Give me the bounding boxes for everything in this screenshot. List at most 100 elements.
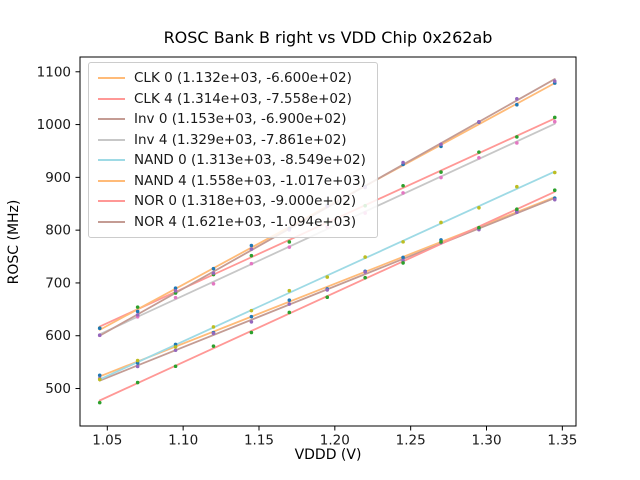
data-point-nand-0: [211, 325, 216, 329]
y-tick-label: 800: [45, 223, 71, 239]
data-point-nor-0: [135, 380, 140, 385]
data-point-nor-0: [249, 330, 254, 335]
legend-line-swatch: [98, 220, 125, 223]
legend-item-nor-4: NOR 4 (1.621e+03, -1.094e+03): [98, 212, 368, 233]
data-point-nor-0: [401, 261, 405, 265]
data-point-nand-0: [363, 255, 367, 259]
legend-line-swatch: [98, 118, 125, 121]
data-point-nor-4: [552, 79, 557, 83]
data-point-nor-4: [249, 247, 254, 251]
axes-spines: [79, 56, 577, 427]
x-tick-label: 1.25: [396, 433, 426, 449]
legend-label: NOR 0 (1.318e+03, -9.000e+02): [134, 193, 357, 210]
data-point-nor-0: [173, 364, 178, 369]
x-tick-label: 1.35: [547, 433, 577, 449]
data-point-nor-4: [211, 271, 216, 275]
x-axis-label: VDDD (V): [294, 447, 362, 463]
data-point-inv-0: [211, 331, 216, 336]
data-point-clk-4: [287, 240, 292, 244]
data-point-clk-0: [249, 314, 254, 319]
legend-line-swatch: [98, 97, 125, 100]
legend-item-nor-0: NOR 0 (1.318e+03, -9.000e+02): [98, 191, 368, 212]
data-point-nand-4: [249, 243, 254, 248]
data-point-nand-0: [401, 240, 405, 244]
data-point-clk-4: [401, 183, 405, 188]
data-point-nand-0: [173, 345, 178, 349]
legend-line-swatch: [98, 138, 125, 141]
data-point-nand-0: [477, 205, 481, 210]
data-point-inv-0: [135, 364, 140, 369]
data-point-nand-4: [515, 102, 519, 107]
legend-label: Inv 0 (1.153e+03, -6.900e+02): [134, 111, 347, 128]
data-point-clk-4: [515, 135, 519, 139]
legend-label: Inv 4 (1.329e+03, -7.861e+02): [134, 131, 347, 148]
y-tick-label: 700: [45, 275, 71, 291]
data-point-clk-4: [249, 253, 254, 258]
x-tick-label: 1.15: [244, 433, 274, 449]
legend-line-swatch: [98, 200, 125, 203]
data-point-inv-4: [439, 175, 443, 180]
data-point-nor-4: [401, 160, 405, 165]
data-point-inv-4: [287, 245, 292, 249]
legend-line-swatch: [98, 77, 125, 80]
data-point-inv-0: [249, 320, 254, 324]
data-point-nor-4: [515, 97, 519, 101]
data-point-nor-4: [135, 313, 140, 317]
data-point-clk-4: [552, 115, 557, 120]
y-axis-label: ROSC (MHz): [6, 199, 22, 285]
y-tick-label: 900: [45, 170, 71, 186]
legend-line-swatch: [98, 179, 125, 182]
data-point-clk-4: [477, 150, 481, 154]
data-point-nand-4: [173, 286, 178, 291]
data-point-clk-0: [135, 361, 140, 365]
legend-label: NAND 4 (1.558e+03, -1.017e+03): [134, 172, 366, 189]
data-point-inv-4: [249, 261, 254, 266]
data-point-nor-0: [477, 225, 481, 230]
data-point-nor-0: [97, 400, 102, 405]
x-tick-label: 1.05: [92, 433, 122, 449]
data-point-clk-0: [97, 373, 102, 378]
x-tick-label: 1.10: [168, 433, 198, 449]
legend-label: CLK 4 (1.314e+03, -7.558e+02): [134, 90, 352, 107]
data-point-nor-0: [439, 240, 443, 244]
x-tick-label: 1.20: [320, 433, 350, 449]
data-point-nor-4: [173, 289, 178, 293]
legend-item-inv-0: Inv 0 (1.153e+03, -6.900e+02): [98, 109, 368, 130]
legend-label: CLK 0 (1.132e+03, -6.600e+02): [134, 70, 352, 87]
data-point-nand-4: [97, 326, 102, 331]
legend: CLK 0 (1.132e+03, -6.600e+02) CLK 4 (1.31…: [88, 62, 378, 238]
data-point-nor-0: [363, 275, 367, 280]
legend-line-swatch: [98, 159, 125, 162]
data-point-inv-0: [515, 210, 519, 215]
legend-item-nand-0: NAND 0 (1.313e+03, -8.549e+02): [98, 150, 368, 171]
data-point-inv-0: [552, 197, 557, 202]
legend-item-inv-4: Inv 4 (1.329e+03, -7.861e+02): [98, 130, 368, 151]
data-point-nor-0: [552, 188, 557, 192]
data-point-nor-0: [211, 344, 216, 348]
data-point-inv-4: [515, 141, 519, 145]
data-point-inv-0: [287, 302, 292, 306]
data-point-nand-0: [515, 184, 519, 189]
data-point-clk-0: [287, 298, 292, 302]
data-point-inv-0: [173, 348, 178, 353]
data-point-inv-4: [211, 281, 216, 286]
data-point-clk-0: [401, 255, 405, 260]
data-point-inv-0: [325, 288, 330, 292]
data-point-inv-4: [552, 119, 557, 124]
data-point-clk-4: [135, 305, 140, 309]
y-tick-label: 1100: [37, 64, 71, 80]
data-point-nand-0: [97, 377, 102, 382]
data-point-nand-0: [287, 288, 292, 293]
data-point-inv-4: [173, 295, 178, 300]
legend-item-nand-4: NAND 4 (1.558e+03, -1.017e+03): [98, 171, 368, 192]
legend-label: NAND 0 (1.313e+03, -8.549e+02): [134, 152, 366, 169]
chart-title: ROSC Bank B right vs VDD Chip 0x262ab: [163, 28, 493, 47]
data-point-nor-4: [97, 333, 102, 338]
data-point-nor-0: [287, 310, 292, 315]
data-point-inv-4: [401, 191, 405, 195]
data-point-clk-0: [173, 342, 178, 347]
data-point-nand-0: [135, 358, 140, 363]
data-point-nor-0: [325, 295, 330, 299]
x-tick-label: 1.30: [471, 433, 501, 449]
data-point-nand-4: [211, 266, 216, 271]
